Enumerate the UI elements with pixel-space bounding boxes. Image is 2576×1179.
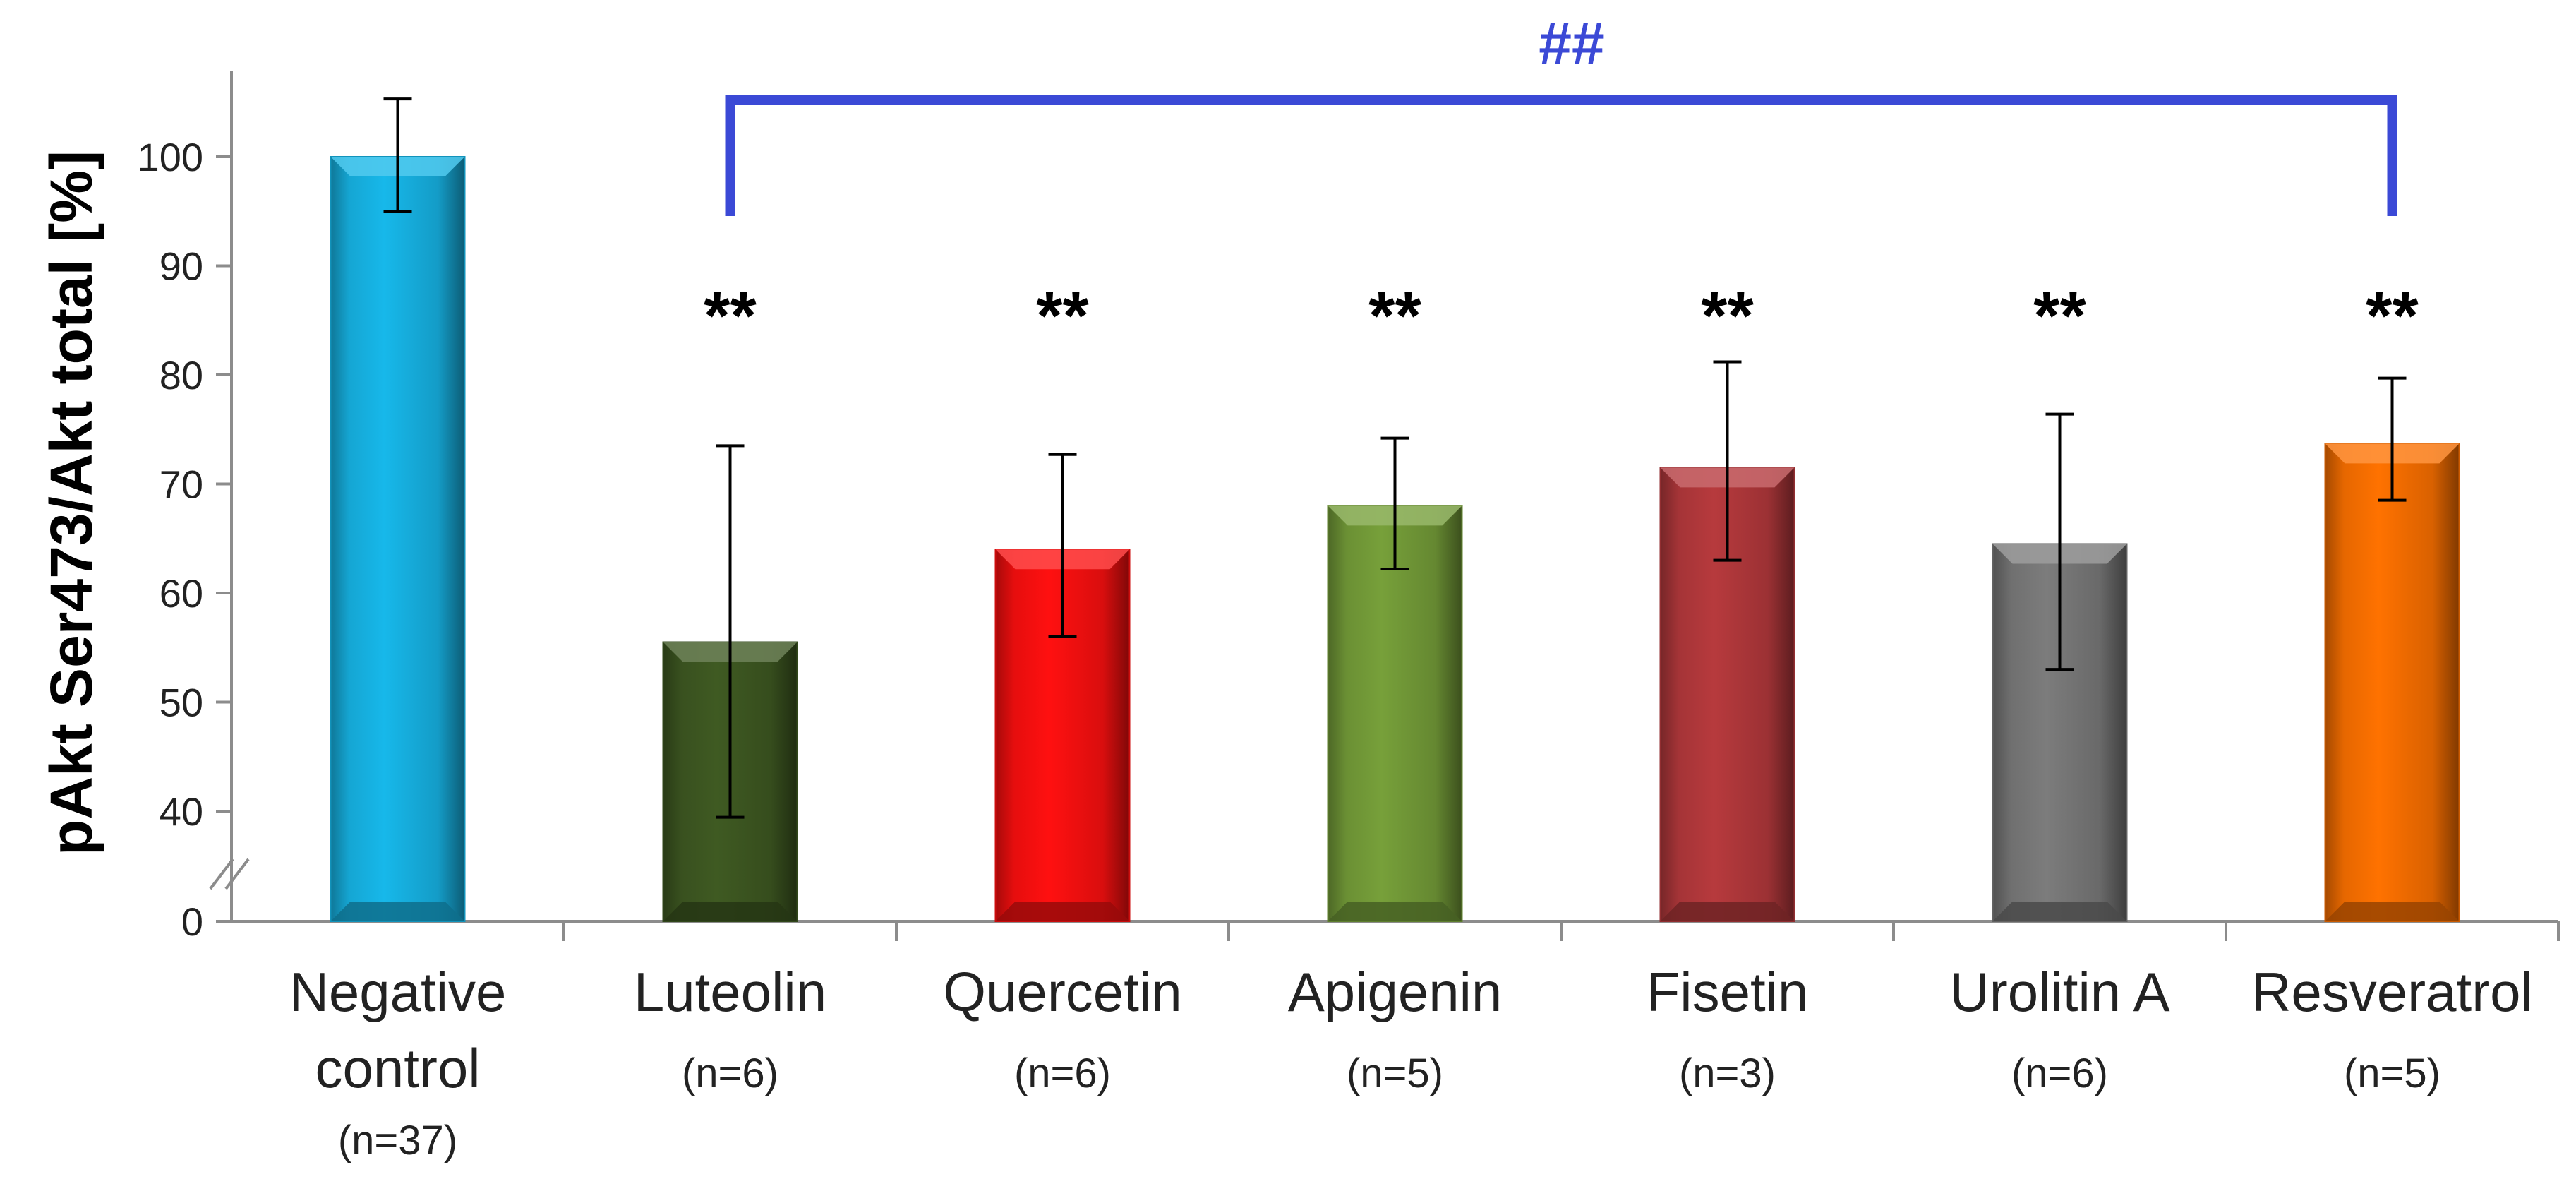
y-tick-label: 70	[160, 462, 203, 507]
significance-label: **	[1701, 278, 1754, 354]
category-label: Negative	[289, 961, 507, 1023]
significance-label: **	[704, 278, 757, 354]
category-n-label: (n=37)	[338, 1118, 457, 1163]
axes: 0 40 50 60 70 80 90 100	[138, 71, 2560, 944]
y-axis-label: pAkt Ser473/Akt total [%]	[38, 150, 104, 856]
y-tick-label: 90	[160, 244, 203, 289]
y-tick-label: 100	[138, 135, 203, 179]
bar-bevel-bottom	[330, 902, 465, 921]
category-labels: Negative control (n=37) Luteolin (n=6) Querce…	[289, 961, 2533, 1163]
category-label-line2: control	[315, 1037, 480, 1099]
bar-bevel-bottom	[1328, 902, 1462, 921]
category-n-label: (n=6)	[2011, 1051, 2108, 1096]
bar-resveratrol	[2324, 443, 2460, 922]
axis-break-mark	[209, 858, 234, 890]
error-bars	[383, 97, 2407, 819]
category-n-label: (n=5)	[1347, 1051, 1443, 1096]
category-n-label: (n=6)	[1014, 1051, 1111, 1096]
bar-negative-control	[330, 156, 466, 922]
bracket-label: ##	[1539, 10, 1604, 76]
category-label: Urolitin A	[1949, 961, 2169, 1023]
significance-label: **	[1368, 278, 1421, 354]
bar-bevel-bottom	[995, 902, 1130, 921]
y-tick-label: 60	[160, 571, 203, 616]
bracket-line	[725, 95, 2397, 216]
category-n-label: (n=3)	[1679, 1051, 1776, 1096]
y-tick-label: 80	[160, 353, 203, 397]
significance-label: **	[1036, 278, 1089, 354]
significance-marks: ** ** ** ** ** **	[704, 278, 2419, 354]
bar-bevel-bottom	[1660, 902, 1795, 921]
y-tick-label: 0	[181, 899, 203, 944]
category-n-label: (n=5)	[2344, 1051, 2440, 1096]
bar-bevel-bottom	[2325, 902, 2460, 921]
y-tick-label: 50	[160, 681, 203, 725]
significance-label: **	[2033, 278, 2086, 354]
category-label: Quercetin	[943, 961, 1181, 1023]
bar-bevel-bottom	[663, 902, 798, 921]
comparison-bracket: ##	[725, 10, 2397, 216]
category-label: Resveratrol	[2251, 961, 2533, 1023]
category-n-label: (n=6)	[682, 1051, 778, 1096]
bar-bevel-bottom	[1992, 902, 2127, 921]
y-tick-label: 40	[160, 789, 203, 834]
category-label: Apigenin	[1288, 961, 1503, 1023]
significance-label: **	[2366, 278, 2419, 354]
axis-break-mark	[224, 858, 250, 890]
category-label: Luteolin	[634, 961, 826, 1023]
category-label: Fisetin	[1647, 961, 1809, 1023]
bars	[330, 156, 2460, 923]
